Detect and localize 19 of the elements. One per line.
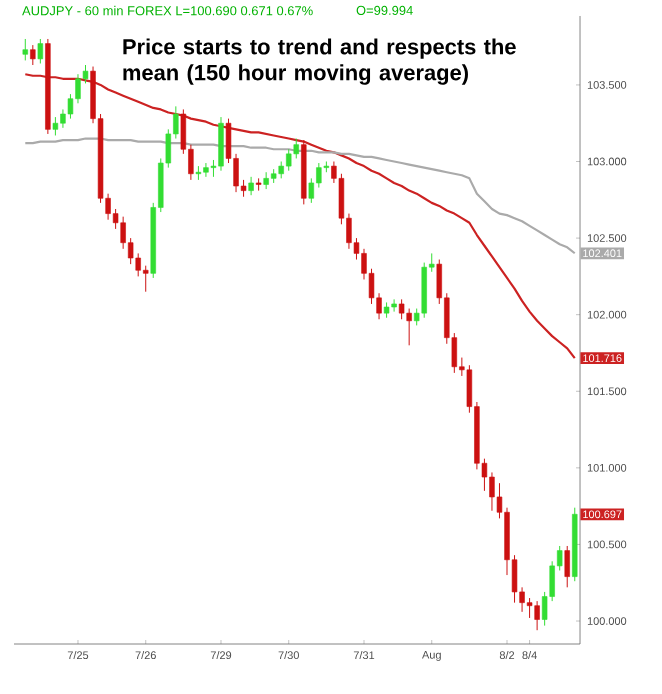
candlestick xyxy=(421,262,427,319)
candlestick xyxy=(143,265,149,293)
candlestick xyxy=(489,471,495,512)
candlestick xyxy=(263,171,269,190)
candlestick xyxy=(203,162,209,178)
candlestick xyxy=(534,600,540,631)
candlestick xyxy=(37,38,44,64)
candlestick xyxy=(398,298,405,320)
candlestick xyxy=(22,38,28,61)
candlestick xyxy=(30,44,36,66)
candlestick xyxy=(286,148,292,172)
candlestick xyxy=(391,298,397,313)
candlestick xyxy=(52,116,59,136)
candlestick xyxy=(293,138,299,159)
candlestick xyxy=(406,308,412,346)
candlestick xyxy=(218,116,224,172)
text: Price starts to trend and respects the mean (150 hour moving average) xyxy=(123,38,516,85)
candlestick xyxy=(564,545,570,588)
candlestick xyxy=(248,176,254,196)
